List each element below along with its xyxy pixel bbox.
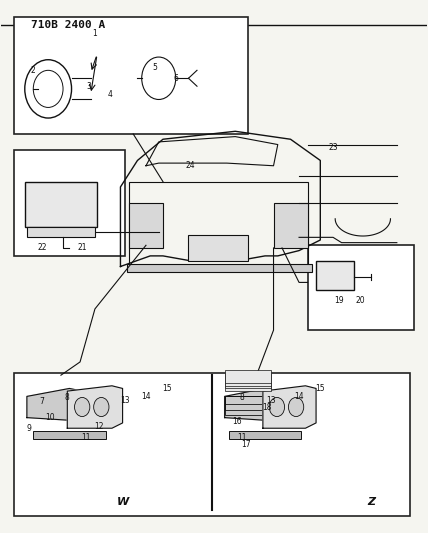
Bar — [308, 245, 414, 330]
Text: 3: 3 — [86, 82, 91, 91]
Bar — [129, 182, 308, 266]
Text: 8: 8 — [239, 393, 244, 402]
Bar — [225, 397, 276, 405]
Polygon shape — [225, 389, 276, 420]
Text: 9: 9 — [27, 424, 32, 433]
Bar — [225, 370, 271, 383]
Text: 17: 17 — [241, 440, 251, 449]
Bar — [14, 150, 125, 256]
Text: 5: 5 — [152, 63, 157, 72]
Text: 24: 24 — [186, 161, 196, 170]
Text: 14: 14 — [141, 392, 151, 401]
Text: 6: 6 — [173, 74, 178, 83]
Bar — [273, 203, 308, 248]
Circle shape — [269, 398, 285, 417]
Bar — [225, 397, 276, 415]
Circle shape — [74, 398, 90, 417]
Bar — [127, 264, 312, 272]
Text: 4: 4 — [107, 90, 112, 99]
Text: 13: 13 — [267, 395, 276, 405]
Text: 14: 14 — [294, 392, 304, 401]
Bar — [14, 373, 410, 516]
Bar — [225, 378, 271, 391]
Bar — [188, 235, 248, 261]
Text: 10: 10 — [45, 413, 55, 422]
Text: 22: 22 — [37, 244, 47, 253]
Circle shape — [288, 398, 304, 417]
Text: 16: 16 — [232, 417, 242, 426]
Text: 7: 7 — [39, 397, 44, 406]
Text: 1: 1 — [92, 29, 97, 38]
Bar — [225, 397, 276, 410]
Text: 15: 15 — [162, 384, 172, 393]
Bar — [229, 431, 301, 439]
Text: 2: 2 — [31, 66, 36, 75]
Text: 11: 11 — [82, 433, 91, 442]
Bar — [225, 375, 271, 389]
Bar — [129, 203, 163, 248]
Text: 12: 12 — [95, 422, 104, 431]
Text: Z: Z — [367, 497, 375, 507]
Text: 15: 15 — [315, 384, 325, 393]
Bar — [316, 261, 354, 290]
Text: 20: 20 — [356, 296, 366, 305]
Polygon shape — [263, 386, 316, 428]
Polygon shape — [67, 386, 122, 428]
Bar — [25, 182, 97, 227]
Text: 18: 18 — [262, 402, 272, 411]
Text: 11: 11 — [237, 433, 247, 442]
Bar — [33, 431, 106, 439]
Text: 21: 21 — [77, 244, 87, 253]
Polygon shape — [27, 389, 82, 420]
Bar — [14, 17, 248, 134]
Text: W: W — [116, 497, 129, 507]
Text: 710B 2400 A: 710B 2400 A — [31, 20, 105, 30]
Text: 23: 23 — [328, 143, 338, 152]
Text: 8: 8 — [65, 393, 70, 402]
Text: 19: 19 — [335, 296, 344, 305]
Bar — [27, 227, 95, 237]
Bar — [225, 373, 271, 386]
Text: 13: 13 — [120, 395, 130, 405]
Circle shape — [94, 398, 109, 417]
